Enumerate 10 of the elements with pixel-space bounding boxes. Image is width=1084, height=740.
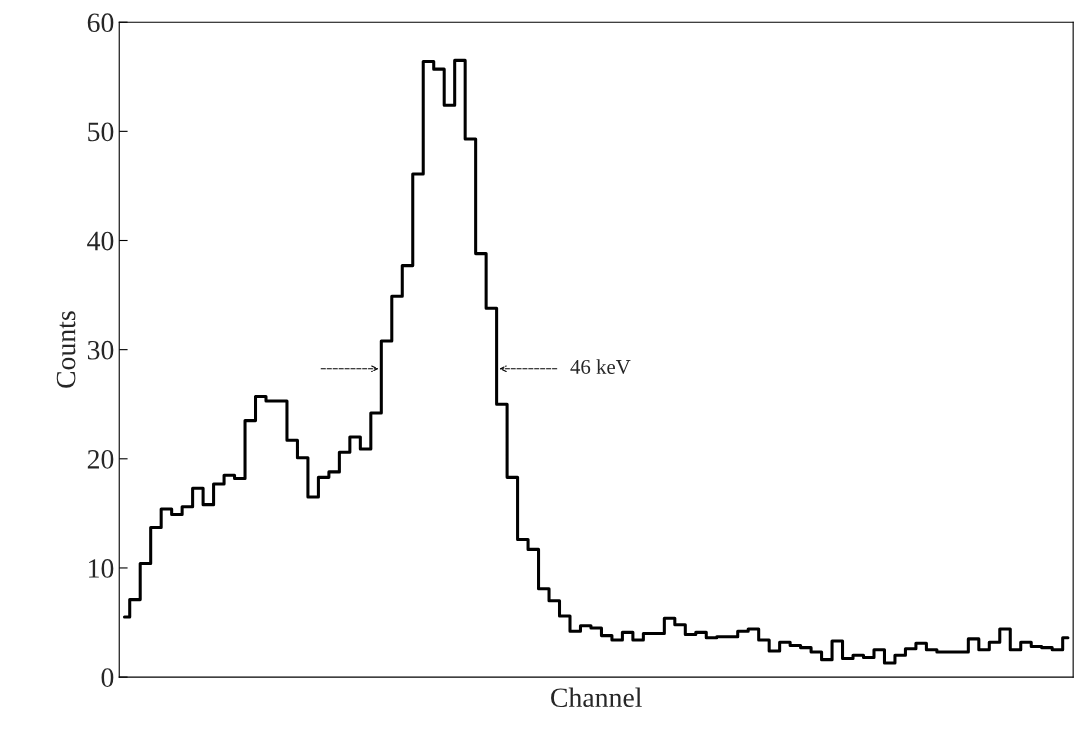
y-axis-title: Counts xyxy=(56,311,76,388)
annotation: 46 keV xyxy=(570,359,631,375)
y-tick-label: 30 xyxy=(87,340,114,360)
y-tick-label: 10 xyxy=(89,559,114,578)
y-tick-label: 20 xyxy=(87,449,114,469)
y-tick-label: 60 xyxy=(87,13,114,33)
y-tick-label: 50 xyxy=(88,122,114,142)
y-tick-label: 40 xyxy=(87,231,114,251)
x-axis-title: Channel xyxy=(551,687,642,708)
y-tick-label: 0 xyxy=(101,668,114,688)
